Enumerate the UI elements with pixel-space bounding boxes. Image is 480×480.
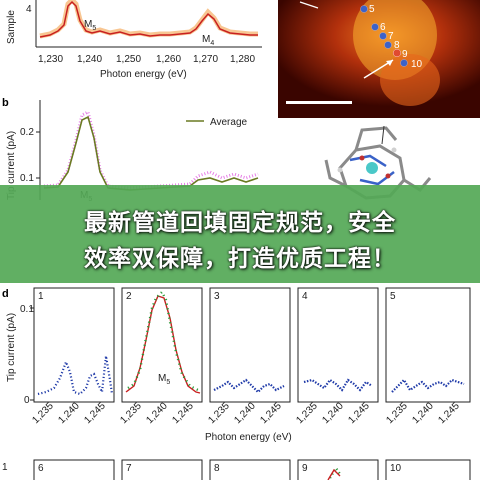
subpanel-number: 7 [126, 463, 132, 474]
banner-line-2: 效率双保障，打造优质工程！ [84, 246, 396, 272]
stm-scale-bar [286, 101, 352, 104]
panel-a-tick: 1,260 [156, 54, 181, 65]
panel-b-y-tick: 0.1 [20, 173, 34, 184]
subpanel-trace [37, 355, 114, 396]
subpanel-number: 4 [302, 291, 308, 302]
panel-a-x-ticks: 1,230 1,240 1,250 1,260 1,270 1,280 [38, 54, 255, 65]
stm-label-9: 9 [402, 49, 408, 60]
subpanel-trace [213, 378, 285, 394]
stm-label-8: 8 [394, 40, 400, 51]
panel-d-x-label: Photon energy (eV) [205, 432, 292, 443]
tick: 1,240 [410, 400, 436, 426]
tick: 1,240 [56, 400, 82, 426]
tick: 1,235 [384, 400, 410, 426]
tick: 1,245 [82, 400, 108, 426]
stm-label-5: 5 [369, 4, 375, 15]
subpanel-peak-m5: M5 [158, 373, 170, 386]
panel-d-subpanel-2: 2 M5 [121, 287, 203, 403]
panel-d-subpanel-5: 5 [385, 287, 471, 403]
panel-b-legend-average: Average [210, 117, 248, 128]
panel-a-tick: 1,250 [116, 54, 141, 65]
stm-site-7 [379, 32, 387, 40]
panel-a-y-label: Sample [6, 10, 17, 44]
subpanel-number: 10 [390, 463, 402, 474]
tick: 1,240 [144, 400, 170, 426]
tick: 1,245 [346, 400, 372, 426]
subpanel-number: 3 [214, 291, 220, 302]
panel-b-letter: b [2, 97, 9, 109]
panel-a-y-tick-4: 4 [26, 4, 32, 15]
panel-a-x-label: Photon energy (eV) [100, 69, 187, 80]
panel-a-peak-m4: M4 [202, 34, 214, 47]
panel-a-tick: 1,230 [38, 54, 63, 65]
subpanel-trace [391, 378, 465, 393]
subpanel-number: 5 [390, 291, 396, 302]
panel-d-subpanel-3: 3 [209, 287, 291, 403]
subpanel-trace [303, 378, 373, 392]
panel-b-y-tick: 0.2 [20, 127, 34, 138]
subpanel-number: 6 [38, 463, 44, 474]
tick: 1,235 [30, 400, 56, 426]
panel-b-y-label: Tip current (pA) [6, 131, 17, 200]
panel-a-tick: 1,270 [193, 54, 218, 65]
bottom-row: 1 6 7 8 9 10 [2, 459, 471, 480]
stm-image: 5 6 7 8 9 10 [278, 0, 480, 118]
subpanel-number: 9 [302, 463, 308, 474]
panel-d-subpanel-1: 1 [33, 287, 115, 403]
stm-label-7: 7 [388, 31, 394, 42]
stm-site-8 [384, 41, 392, 49]
bottom-tick-1: 1 [2, 462, 8, 473]
subpanel-number: 1 [38, 291, 44, 302]
tick: 1,235 [206, 400, 232, 426]
tick: 1,245 [436, 400, 462, 426]
subpanel-number: 2 [126, 291, 132, 302]
stm-site-6 [371, 23, 379, 31]
tick: 1,235 [118, 400, 144, 426]
panel-d-y-tick: 0.1 [20, 304, 34, 315]
promo-banner: 最新管道回填固定规范，安全 效率双保障，打造优质工程！ [0, 185, 480, 283]
banner-line-1: 最新管道回填固定规范，安全 [84, 210, 396, 236]
panel-a-tick: 1,280 [230, 54, 255, 65]
stm-label-10: 10 [411, 59, 423, 70]
tick: 1,245 [258, 400, 284, 426]
stm-label-6: 6 [380, 22, 386, 33]
panel-d-y-tick: 0 [24, 395, 30, 406]
panel-a-chart: Sample 4 M5 M4 1,230 1,240 1,250 1,260 1… [6, 0, 262, 80]
panel-d-letter: d [2, 288, 9, 300]
tick: 1,240 [320, 400, 346, 426]
panel-a-spectrum-line [39, 0, 258, 38]
panel-d-y-label: Tip current (pA) [6, 313, 17, 382]
panel-a-tick: 1,240 [77, 54, 102, 65]
stm-site-5 [360, 5, 368, 13]
tick: 1,235 [294, 400, 320, 426]
tick: 1,240 [232, 400, 258, 426]
tick: 1,245 [170, 400, 196, 426]
panel-d-subpanel-4: 4 [297, 287, 379, 403]
stm-site-10 [400, 59, 408, 67]
stm-site-9 [392, 48, 402, 58]
panel-d: d Tip current (pA) 0.1 0 1 2 M5 3 4 [2, 287, 471, 443]
panel-d-x-ticks: 1,235 1,240 1,245 1,235 1,240 1,245 1,23… [30, 400, 462, 426]
subpanel-number: 8 [214, 463, 220, 474]
